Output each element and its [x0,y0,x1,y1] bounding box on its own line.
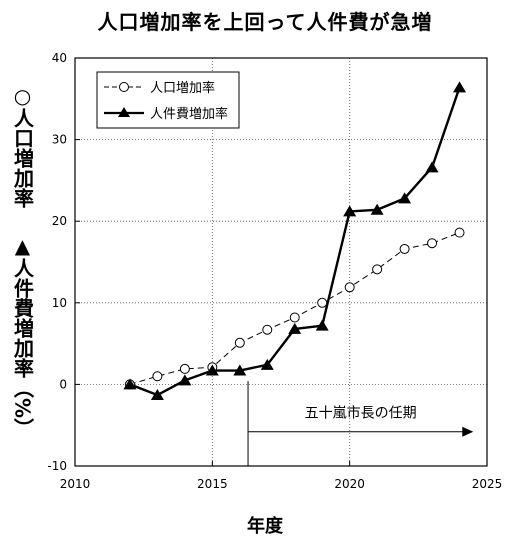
term-annotation: 五十嵐市長の任期 [247,381,474,466]
data-series [123,81,467,401]
x-tick-label: 2015 [197,477,228,491]
personnel-point [233,364,247,376]
y-axis-label-personnel: ▲人件費増加率 [10,234,35,378]
x-tick-label: 2010 [60,477,91,491]
personnel-point [398,192,412,204]
population-point [289,312,300,323]
personnel-point [123,378,137,390]
legend-population-marker [119,82,129,92]
series-personnel-line [129,86,461,397]
plot-frame [74,57,488,467]
x-axis-label: 年度 [247,516,283,537]
personnel-point [260,358,274,370]
y-tick-label: 20 [52,214,67,228]
personnel-point [453,81,467,93]
population-point [427,238,438,249]
population-point [399,243,410,254]
x-tick-label: 2025 [472,477,503,491]
legend-personnel-marker [118,107,130,117]
y-tick-label: 30 [52,133,67,147]
term-label: 五十嵐市長の任期 [305,405,417,422]
y-tick-label: 0 [59,377,67,391]
population-point [152,371,163,382]
chart-title: 人口増加率を上回って人件費が急増 [97,10,433,34]
personnel-point [150,389,164,401]
population-point [262,324,273,335]
personnel-point [343,205,357,217]
y-axis-label: ○人口増加率 ▲人件費増加率 （%） [4,84,42,484]
personnel-point [288,322,302,334]
personnel-point [425,161,439,173]
grid-lines [75,58,487,466]
personnel-point [370,203,384,215]
population-point [234,337,245,348]
y-axis-ticks: -10 0 10 20 30 40 [47,51,80,473]
population-point [179,363,190,374]
personnel-point [315,319,329,331]
population-point [317,297,328,308]
term-arrow-head [462,426,474,437]
y-tick-label: -10 [47,459,67,473]
population-point [344,282,355,293]
population-point [372,264,383,275]
personnel-point [178,374,192,386]
population-point [454,227,465,238]
y-tick-label: 10 [52,296,67,310]
legend-personnel-label: 人件費増加率 [150,106,228,122]
legend-population-label: 人口増加率 [150,80,215,96]
y-axis-label-population: ○人口増加率 [10,84,35,208]
personnel-point [205,364,219,376]
x-axis-ticks: 2010 2015 2020 2025 [60,461,503,491]
y-tick-label: 40 [52,51,67,65]
series-population-line [129,232,460,385]
y-axis-label-unit: （%） [10,378,35,439]
x-tick-label: 2020 [334,477,365,491]
legend: 人口増加率 人件費増加率 [96,71,240,129]
legend-box [96,71,240,129]
